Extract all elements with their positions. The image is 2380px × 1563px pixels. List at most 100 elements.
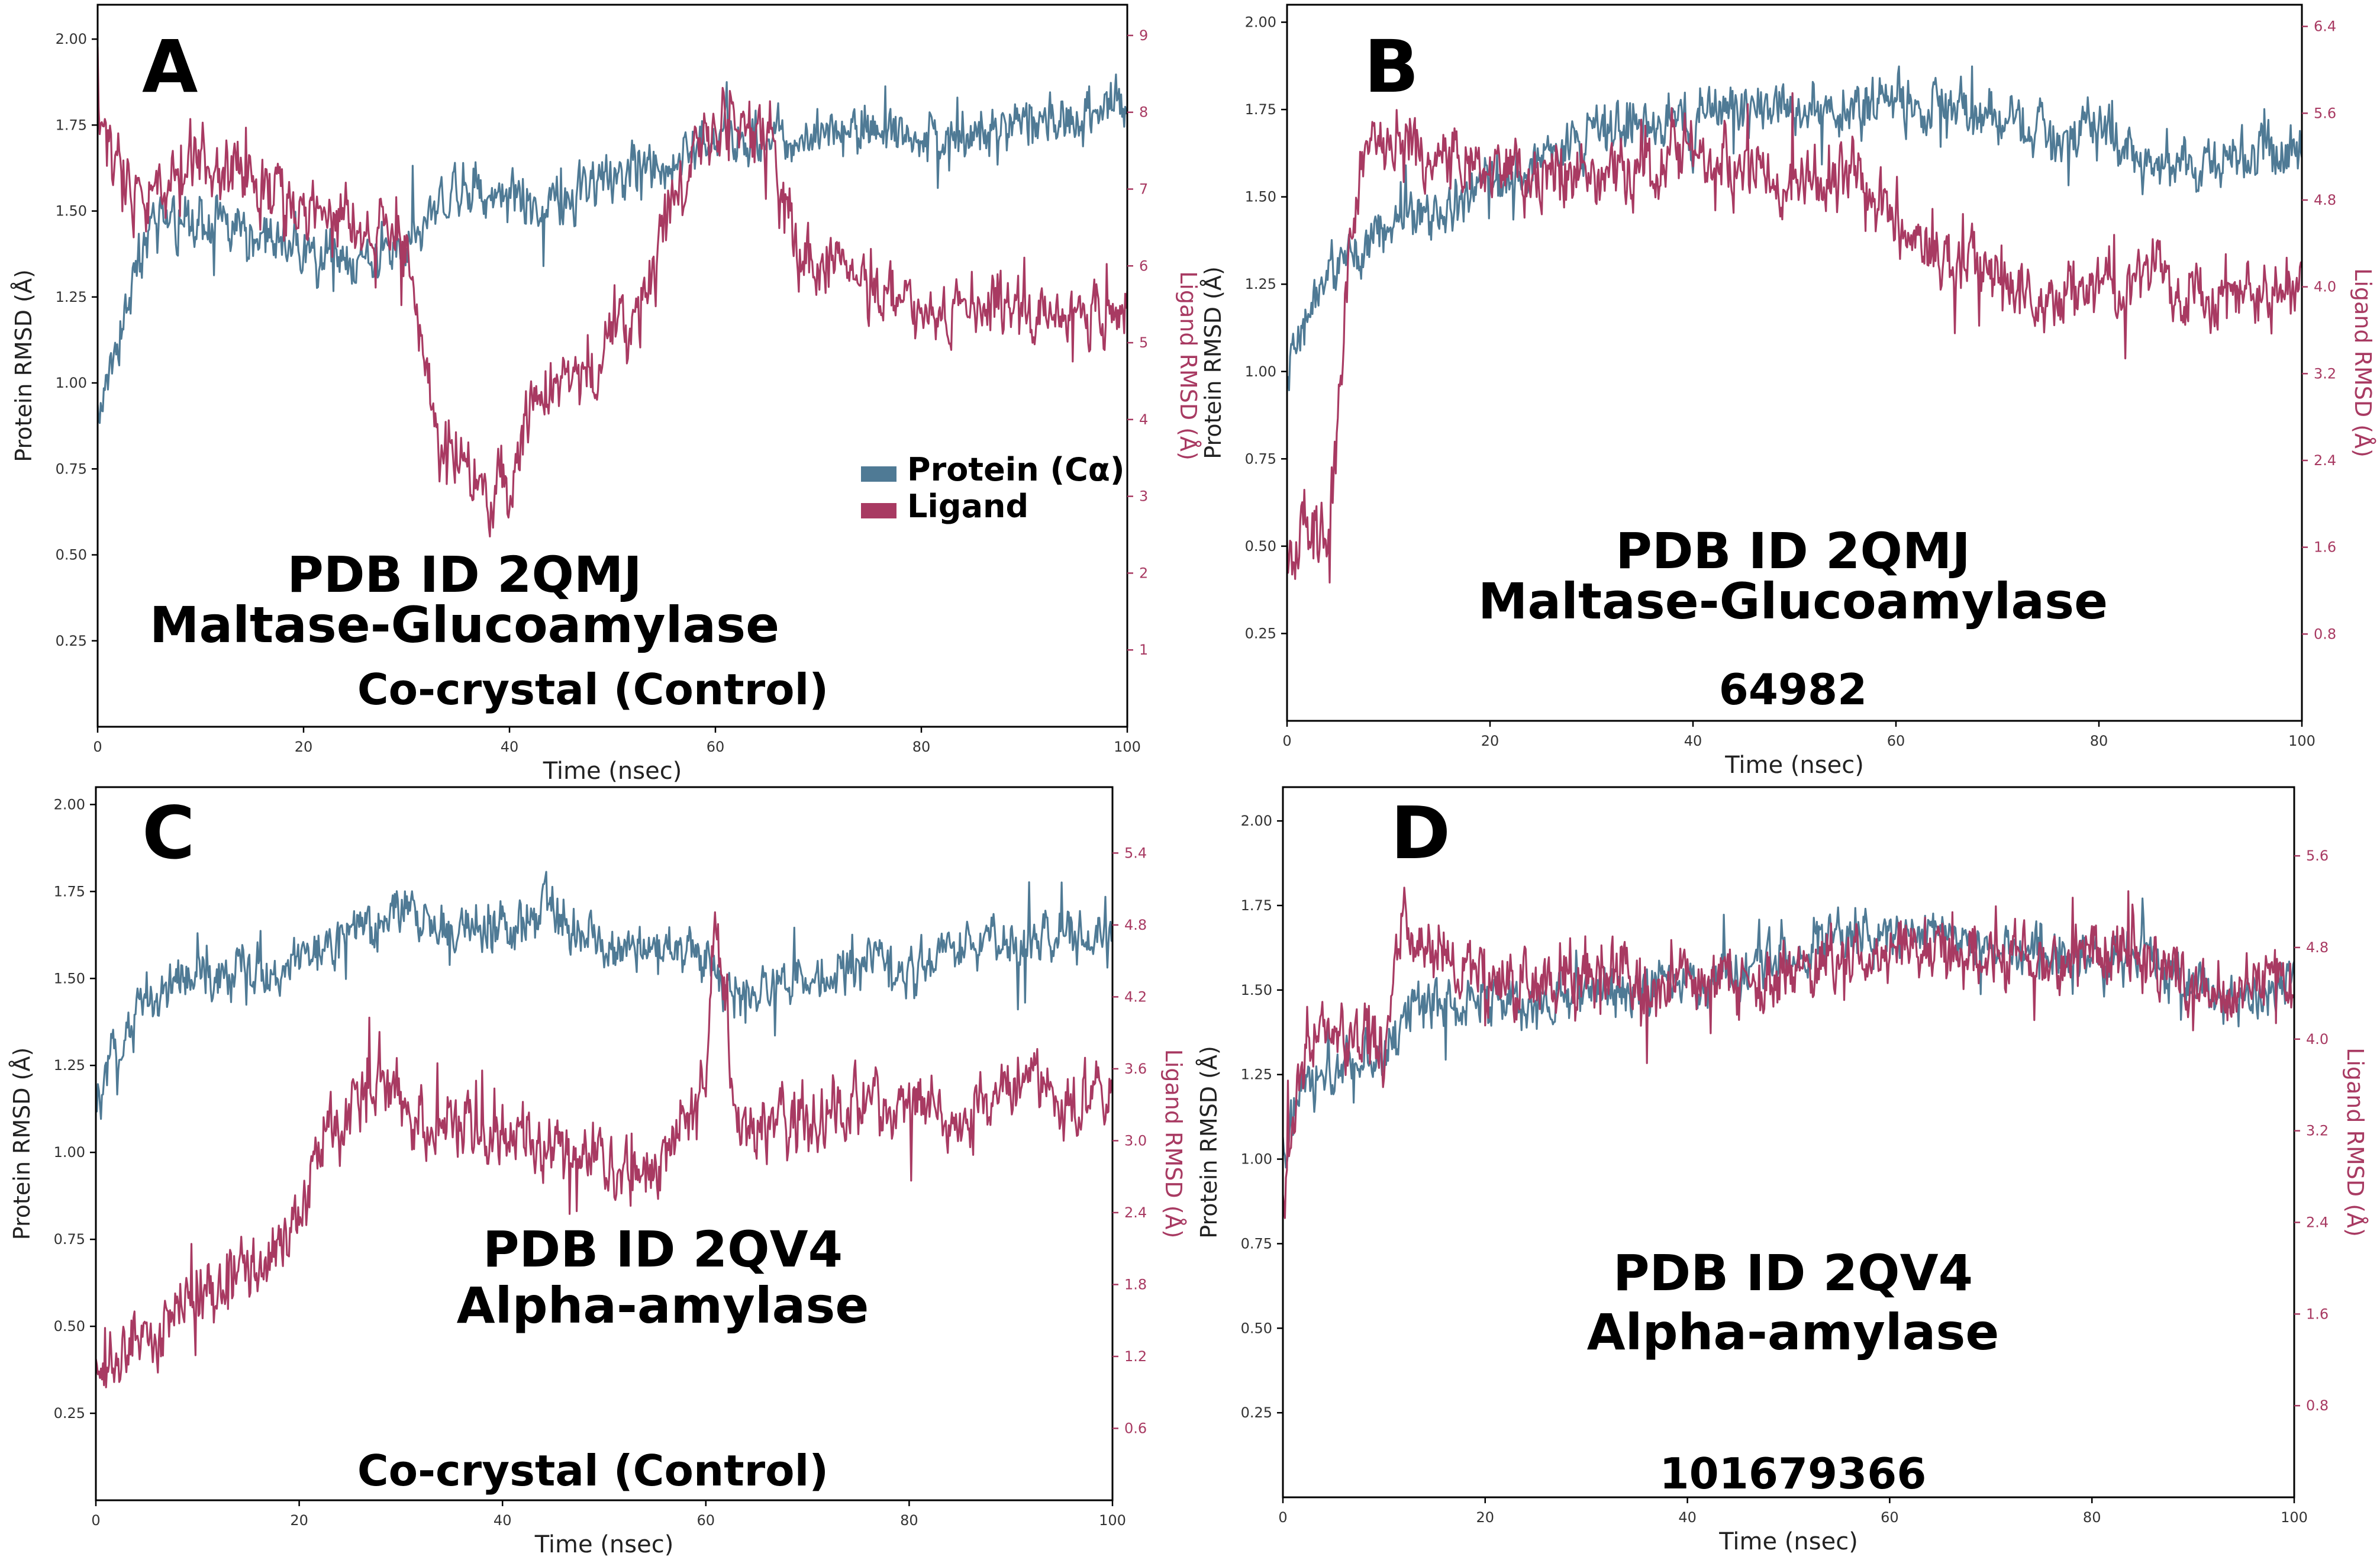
chart-panel-d: 0 20 40 60 80 100 0.25 0.50 0.75 1.00 1.25 1.50 1.75… bbox=[1196, 786, 2368, 1555]
y-left-axis-label: Protein RMSD (Å) bbox=[9, 1048, 35, 1240]
y-right-tick-label: 2 bbox=[1139, 565, 1148, 581]
x-tick-label: 80 bbox=[900, 1512, 918, 1529]
legend-label-ligand: Ligand bbox=[907, 488, 1028, 525]
y-left-tick-label: 0.25 bbox=[1245, 625, 1276, 642]
panel-annotation: PDB ID 2QMJ bbox=[1615, 522, 1970, 580]
y-right-axis-label: Ligand RMSD (Å) bbox=[1175, 271, 1201, 460]
y-left-tick-label: 0.50 bbox=[54, 1318, 85, 1335]
y-right-tick-label: 5.4 bbox=[1124, 845, 1147, 861]
y-left-tick-label: 0.50 bbox=[1245, 538, 1276, 555]
plot-frame bbox=[96, 4, 1128, 728]
plot-frame bbox=[1282, 786, 2295, 1498]
panel-annotation: Alpha-amylase bbox=[1587, 1303, 2000, 1361]
y-left-tick-label: 1.50 bbox=[56, 203, 87, 220]
y-right-tick-label: 6 bbox=[1139, 257, 1148, 274]
y-right-tick-label: 0.8 bbox=[2314, 626, 2336, 642]
y-right-tick-label: 7 bbox=[1139, 181, 1148, 197]
y-left-tick-label: 0.50 bbox=[56, 547, 87, 563]
y-right-tick-label: 2.4 bbox=[1124, 1204, 1147, 1221]
panel-letter: B bbox=[1364, 25, 1419, 109]
x-tick-label: 80 bbox=[2090, 733, 2108, 749]
x-tick-label: 100 bbox=[2288, 733, 2315, 749]
x-axis-label: Time (nsec) bbox=[534, 1531, 674, 1558]
panel-annotation: Maltase-Glucoamylase bbox=[1478, 572, 2108, 630]
protein-series-line bbox=[98, 73, 1127, 424]
y-left-axis-label: Protein RMSD (Å) bbox=[1196, 1046, 1222, 1239]
legend: Protein (Cα)Ligand bbox=[861, 451, 1125, 525]
y-left-tick-label: 1.25 bbox=[54, 1057, 85, 1074]
y-right-tick-label: 3 bbox=[1139, 488, 1148, 505]
x-tick-label: 80 bbox=[2083, 1509, 2101, 1526]
plot-area bbox=[96, 871, 1112, 1388]
y-right-tick-label: 1.6 bbox=[2306, 1306, 2329, 1322]
panel-annotation: Maltase-Glucoamylase bbox=[150, 596, 779, 654]
y-left-tick-label: 2.00 bbox=[1241, 813, 1272, 829]
x-tick-label: 20 bbox=[1481, 733, 1499, 749]
y-left-tick-label: 0.75 bbox=[1245, 450, 1276, 467]
y-left-axis-label: Protein RMSD (Å) bbox=[1200, 266, 1226, 459]
y-right-tick-label: 2.4 bbox=[2306, 1214, 2329, 1230]
ligand-series-line bbox=[1287, 92, 2302, 584]
y-right-tick-label: 5 bbox=[1139, 334, 1148, 351]
y-left-tick-label: 1.75 bbox=[56, 117, 87, 133]
y-right-tick-label: 1.6 bbox=[2314, 539, 2336, 556]
y-right-tick-label: 6.4 bbox=[2314, 18, 2336, 35]
y-left-tick-label: 0.75 bbox=[56, 460, 87, 477]
y-right-tick-label: 4.8 bbox=[2314, 192, 2336, 208]
plot-area bbox=[1283, 887, 2294, 1219]
y-right-tick-label: 3.0 bbox=[1124, 1132, 1147, 1149]
x-tick-label: 100 bbox=[2281, 1509, 2308, 1526]
y-left-tick-label: 0.50 bbox=[1241, 1320, 1272, 1336]
y-left-tick-label: 0.25 bbox=[54, 1405, 85, 1422]
y-right-axis-label: Ligand RMSD (Å) bbox=[1160, 1049, 1186, 1239]
x-tick-label: 40 bbox=[494, 1512, 512, 1529]
x-tick-label: 60 bbox=[1887, 733, 1905, 749]
plot-frame bbox=[95, 786, 1114, 1501]
y-right-tick-label: 4.0 bbox=[2314, 279, 2336, 295]
panel-annotation: Co-crystal (Control) bbox=[357, 665, 828, 714]
chart-panel-b: 0 20 40 60 80 100 0.25 0.50 0.75 1.00 1.25 1.50 1.75… bbox=[1200, 4, 2376, 779]
panel-annotation: 64982 bbox=[1719, 665, 1868, 714]
y-right-tick-label: 4.2 bbox=[1124, 988, 1147, 1005]
y-left-tick-label: 1.00 bbox=[56, 375, 87, 391]
y-right-tick-label: 4.0 bbox=[2306, 1031, 2329, 1048]
chart-panel-c: 0 20 40 60 80 100 0.25 0.50 0.75 1.00 1.25 1.50 1.75… bbox=[9, 786, 1186, 1558]
ligand-series-line bbox=[98, 47, 1127, 538]
ligand-series-line bbox=[1283, 887, 2294, 1219]
legend-swatch-protein bbox=[861, 466, 896, 482]
y-left-tick-label: 1.25 bbox=[1241, 1066, 1272, 1083]
y-right-tick-label: 3.2 bbox=[2306, 1123, 2329, 1139]
y-left-tick-label: 1.50 bbox=[1245, 189, 1276, 205]
ligand-series-line bbox=[96, 911, 1112, 1388]
y-right-tick-label: 1.8 bbox=[1124, 1276, 1147, 1293]
y-right-tick-label: 2.4 bbox=[2314, 452, 2336, 469]
y-right-tick-label: 0.8 bbox=[2306, 1397, 2329, 1414]
x-tick-label: 40 bbox=[501, 739, 519, 755]
legend-swatch-ligand bbox=[861, 503, 896, 518]
protein-series-line bbox=[1287, 65, 2302, 391]
panel-letter: A bbox=[142, 25, 198, 109]
x-tick-label: 80 bbox=[912, 739, 931, 755]
y-right-tick-label: 3.6 bbox=[1124, 1061, 1147, 1077]
y-left-tick-label: 2.00 bbox=[1245, 14, 1276, 31]
x-tick-label: 20 bbox=[290, 1512, 308, 1529]
y-right-tick-label: 5.6 bbox=[2314, 105, 2336, 121]
y-left-tick-label: 0.25 bbox=[1241, 1404, 1272, 1421]
y-right-tick-label: 9 bbox=[1139, 27, 1148, 44]
x-tick-label: 40 bbox=[1684, 733, 1702, 749]
panel-annotation: PDB ID 2QV4 bbox=[1613, 1244, 1973, 1302]
x-tick-label: 60 bbox=[697, 1512, 715, 1529]
chart-panel-a: 0 20 40 60 80 100 0.25 0.50 0.75 1.00 1.25 1.50 1.75… bbox=[11, 4, 1201, 785]
x-tick-label: 60 bbox=[707, 739, 725, 755]
y-left-tick-label: 1.75 bbox=[1241, 897, 1272, 914]
y-left-tick-label: 2.00 bbox=[56, 31, 87, 47]
panel-annotation: 101679366 bbox=[1660, 1449, 1927, 1498]
x-tick-label: 0 bbox=[91, 1512, 100, 1529]
x-tick-label: 60 bbox=[1881, 1509, 1899, 1526]
y-left-tick-label: 0.75 bbox=[1241, 1235, 1272, 1252]
x-axis-label: Time (nsec) bbox=[543, 758, 682, 785]
plot-frame bbox=[1286, 4, 2303, 722]
x-tick-label: 0 bbox=[93, 739, 102, 755]
x-tick-label: 0 bbox=[1282, 733, 1291, 749]
x-tick-label: 20 bbox=[1476, 1509, 1495, 1526]
